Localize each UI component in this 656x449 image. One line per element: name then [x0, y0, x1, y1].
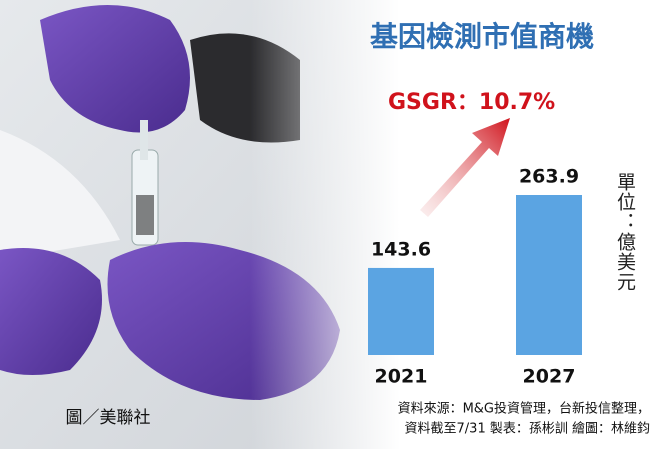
growth-arrow — [420, 118, 510, 217]
source: 資料截至7/31 製表：孫彬訓 繪圖：林維鈞 — [405, 421, 650, 437]
x-tick-label: 2027 — [523, 366, 576, 388]
photo-credit: 圖／美聯社 — [66, 408, 151, 428]
bar — [368, 267, 434, 355]
x-tick-label: 2021 — [375, 366, 428, 388]
value-label: 143.6 — [371, 238, 431, 260]
photo — [0, 0, 400, 449]
unit-label: 單位：億美元 — [614, 172, 636, 292]
bar — [516, 195, 582, 355]
annotation: GSGR：10.7% — [388, 90, 555, 115]
chart-title: 基因檢測市值商機 — [370, 20, 594, 53]
source: 資料來源：M&G投資管理，台新投信整理， — [398, 401, 650, 417]
value-label: 263.9 — [519, 166, 579, 188]
